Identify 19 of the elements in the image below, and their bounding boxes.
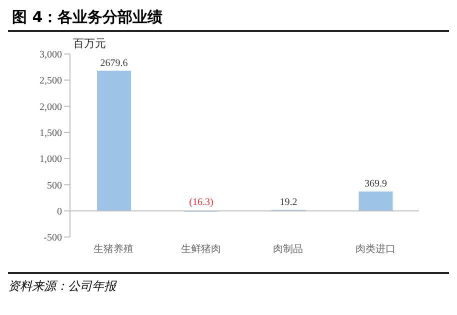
y-tick-label: 3,000: [40, 50, 62, 61]
y-axis-title: 百万元: [73, 37, 106, 51]
y-tick-label: 500: [47, 180, 62, 192]
text: 资料来源：公司年报: [8, 278, 118, 295]
y-tick-label: -500: [44, 232, 62, 244]
chart-title: 图 4：各业务分部业绩: [8, 8, 449, 32]
y-tick-label: 1,000: [40, 154, 62, 166]
x-tick-label: 生鲜猪肉: [180, 243, 221, 256]
x-tick-label: 生猪养殖: [94, 243, 134, 256]
data-label: 369.9: [364, 178, 387, 190]
y-tick-label: 1,500: [40, 128, 62, 139]
x-tick-label: 肉类进口: [355, 243, 396, 256]
y-tick-label: 0: [57, 206, 62, 218]
x-tick-label: 肉制品: [273, 243, 304, 256]
y-tick-label: 2,500: [40, 76, 62, 87]
data-label: (16.3): [189, 196, 214, 208]
data-label: 19.2: [280, 196, 298, 208]
y-tick-label: 2,000: [40, 102, 62, 113]
data-label: 2679.6: [100, 58, 128, 69]
